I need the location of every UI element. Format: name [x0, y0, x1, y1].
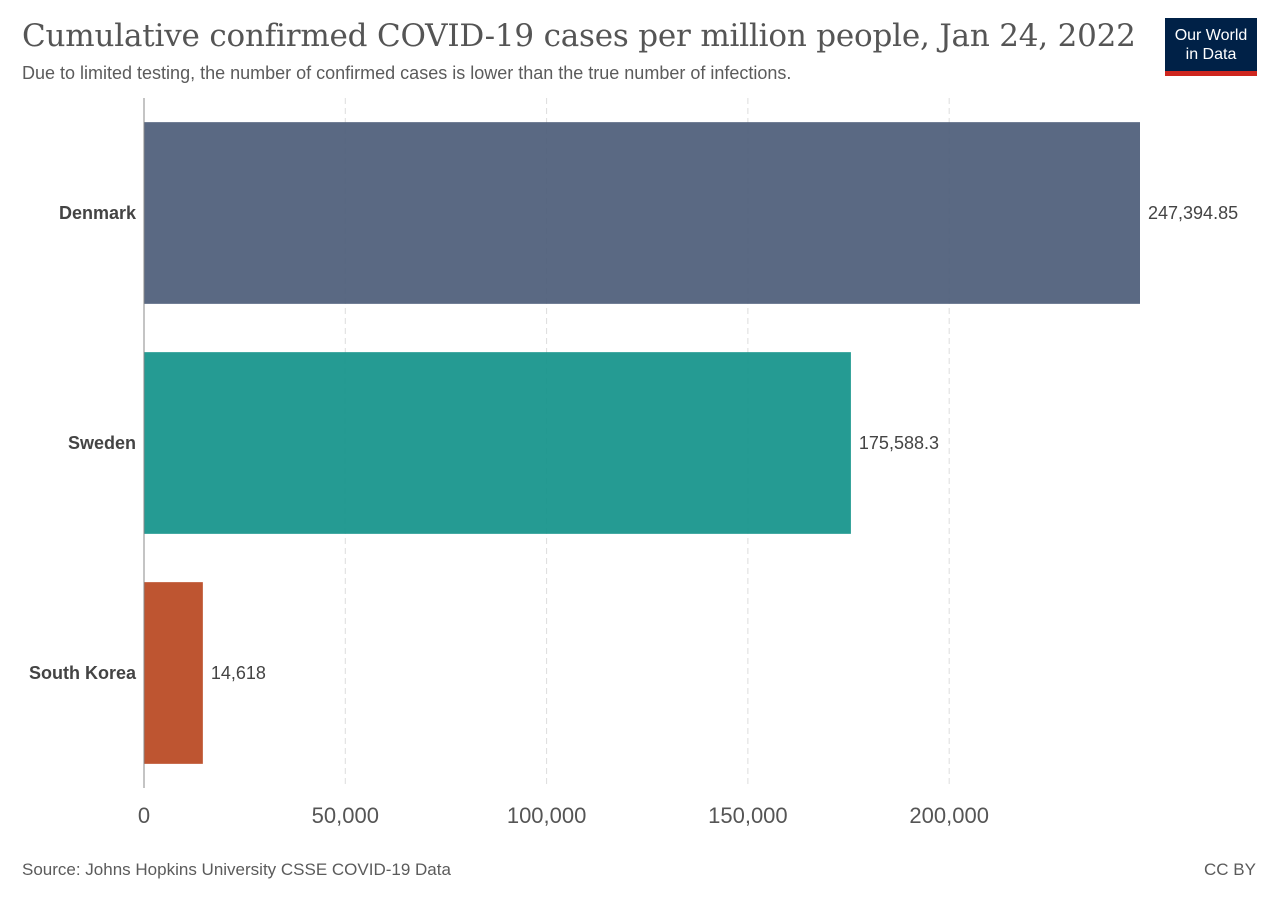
license-link[interactable]: CC BY	[1204, 860, 1256, 879]
chart-title: Cumulative confirmed COVID-19 cases per …	[22, 18, 1136, 54]
category-label: Sweden	[68, 433, 136, 453]
bar	[144, 582, 203, 764]
owid-logo[interactable]: Our World in Data	[1165, 18, 1257, 76]
bar	[144, 352, 851, 534]
logo-line-2: in Data	[1185, 46, 1237, 63]
x-tick-label: 200,000	[909, 803, 989, 828]
x-tick-label: 0	[138, 803, 150, 828]
x-tick-label: 50,000	[312, 803, 379, 828]
x-tick-label: 100,000	[507, 803, 587, 828]
bar	[144, 122, 1140, 304]
category-label: South Korea	[29, 663, 137, 683]
category-label: Denmark	[59, 203, 137, 223]
data-label: 175,588.3	[859, 433, 939, 453]
data-label: 14,618	[211, 663, 266, 683]
source-note: Source: Johns Hopkins University CSSE CO…	[22, 860, 451, 879]
data-label: 247,394.85	[1148, 203, 1238, 223]
chart-subtitle: Due to limited testing, the number of co…	[22, 63, 792, 83]
x-tick-label: 150,000	[708, 803, 788, 828]
logo-line-1: Our World	[1174, 27, 1248, 44]
